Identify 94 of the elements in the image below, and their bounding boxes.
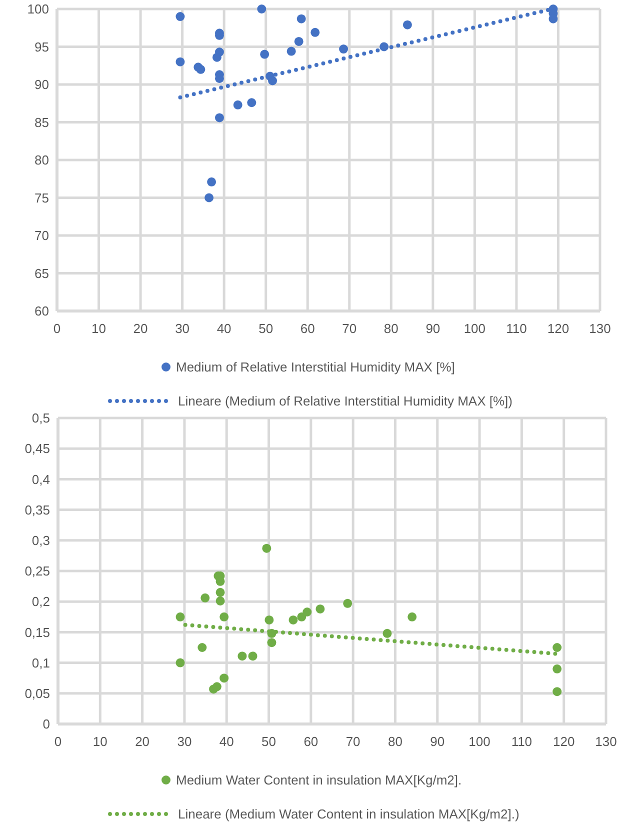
point: [296, 14, 306, 24]
point: [176, 57, 185, 66]
x-tick-label: 70: [342, 321, 357, 336]
y-tick-label: 70: [34, 228, 49, 244]
legend-label: Medium of Relative Interstitial Humidity MAX [%]: [176, 360, 455, 375]
point: [216, 588, 225, 597]
x-tick-label: 0: [53, 321, 61, 336]
legend-label: Lineare (Medium of Relative Interstitial Humidity MAX [%]): [178, 394, 513, 409]
point: [288, 615, 298, 624]
y-tick-label: 85: [34, 114, 49, 130]
y-tick-label: 0,4: [32, 472, 50, 487]
point: [238, 652, 247, 661]
point: [339, 44, 348, 54]
x-tick-label: 50: [258, 321, 274, 336]
point: [297, 612, 306, 622]
point: [286, 46, 296, 56]
y-tick-label: 0,2: [32, 594, 50, 610]
x-tick-label: 10: [92, 321, 106, 336]
point: [552, 664, 562, 674]
x-tick-label: 100: [464, 321, 486, 336]
point: [382, 628, 392, 638]
point: [198, 643, 207, 652]
y-tick-label: 60: [34, 304, 49, 319]
point: [176, 612, 185, 622]
x-tick-label: 0: [54, 734, 62, 749]
point: [214, 113, 224, 122]
x-tick-label: 30: [177, 734, 192, 749]
point: [248, 652, 258, 661]
y-tick-label: 0: [42, 716, 50, 732]
x-tick-label: 10: [92, 734, 108, 749]
x-tick-label: 130: [589, 321, 611, 336]
point: [302, 608, 312, 617]
point: [552, 687, 562, 696]
y-tick-label: 0,1: [32, 655, 50, 670]
point: [220, 674, 229, 683]
x-tick-label: 80: [388, 734, 402, 749]
point: [264, 615, 274, 624]
point: [207, 177, 216, 186]
x-tick-label: 80: [384, 321, 398, 336]
point: [267, 638, 276, 648]
y-tick-label: 80: [34, 152, 49, 168]
point: [552, 643, 562, 652]
point: [402, 20, 412, 30]
y-tick-label: 0,3: [32, 532, 50, 548]
y-tick-label: 0,05: [24, 686, 50, 701]
point: [176, 658, 185, 668]
y-tick-label: 0,5: [32, 410, 50, 426]
point: [233, 100, 242, 110]
point: [212, 52, 222, 62]
point: [343, 598, 352, 608]
point: [262, 544, 272, 553]
point: [316, 604, 325, 614]
point: [176, 12, 185, 22]
point: [408, 612, 417, 622]
legend-label: Lineare (Medium Water Content in insulation MAX[Kg/m2].): [178, 806, 520, 822]
x-tick-label: 40: [216, 321, 232, 336]
point: [268, 76, 278, 86]
legend-label: Medium Water Content in insulation MAX[Kg/m2].: [176, 772, 462, 788]
point: [204, 193, 214, 202]
point: [294, 36, 304, 46]
y-tick-label: 0,15: [24, 624, 50, 640]
point: [310, 28, 320, 37]
x-tick-label: 50: [262, 734, 276, 749]
y-tick-label: 0,25: [24, 564, 50, 579]
x-tick-label: 30: [175, 321, 190, 336]
x-tick-label: 110: [511, 734, 532, 749]
point: [196, 64, 206, 74]
x-tick-label: 120: [552, 734, 575, 749]
x-tick-label: 130: [595, 734, 617, 749]
x-tick-label: 100: [468, 734, 490, 749]
point: [212, 682, 222, 692]
y-tick-label: 90: [34, 77, 49, 92]
x-tick-label: 90: [426, 321, 440, 336]
x-tick-label: 120: [547, 321, 570, 336]
y-tick-label: 75: [34, 190, 49, 206]
point: [220, 612, 229, 622]
x-tick-label: 60: [300, 321, 315, 336]
y-tick-label: 0,45: [24, 441, 50, 456]
y-tick-label: 0,35: [24, 502, 50, 518]
y-tick-label: 65: [34, 266, 49, 281]
x-tick-label: 60: [304, 734, 318, 749]
y-tick-label: 95: [34, 39, 49, 54]
point: [247, 98, 256, 108]
point: [200, 593, 210, 602]
point: [216, 596, 225, 606]
point: [260, 50, 270, 59]
x-tick-label: 90: [430, 734, 445, 749]
x-tick-label: 20: [133, 321, 148, 336]
x-tick-label: 40: [219, 734, 234, 749]
x-tick-label: 110: [506, 321, 527, 336]
point: [257, 4, 266, 14]
x-tick-label: 70: [346, 734, 360, 749]
y-tick-label: 100: [27, 2, 49, 17]
x-tick-label: 20: [135, 734, 150, 749]
